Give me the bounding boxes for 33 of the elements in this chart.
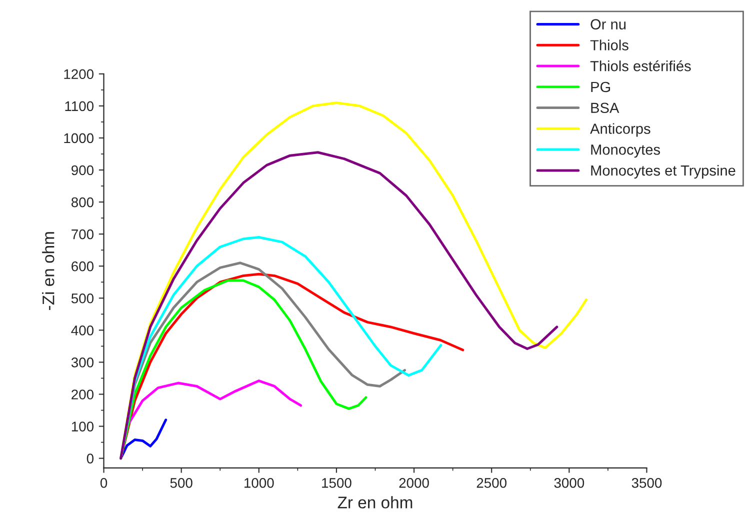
legend-label: Or nu [590, 19, 626, 30]
y-tick-label: 1000 [64, 133, 94, 144]
y-axis-title: -Zi en ohm [42, 232, 54, 310]
y-tick-label: 100 [72, 422, 94, 432]
y-tick-label: 400 [71, 326, 94, 336]
y-tick-label: 600 [72, 261, 94, 272]
legend-label: PG [591, 82, 610, 92]
y-tick-label: 300 [71, 358, 94, 368]
y-tick-label: 800 [71, 197, 94, 208]
x-tick-label: 2500 [476, 478, 506, 488]
y-tick-label: 200 [72, 390, 94, 400]
x-axis-title: Zr en ohm [338, 496, 412, 508]
legend-label: Monocytes [591, 144, 660, 158]
y-tick-label: 1100 [65, 101, 94, 112]
x-tick-label: 3500 [632, 478, 662, 488]
legend-label: Thiols [590, 40, 628, 50]
y-tick-label: 500 [71, 293, 94, 304]
x-tick-label: 500 [170, 478, 192, 488]
x-tick-label: 1500 [322, 478, 352, 488]
y-tick-label: 900 [72, 165, 94, 176]
line-series [120, 418, 168, 460]
x-tick-label: 0 [100, 478, 108, 488]
legend-label: Monocytes et Trypsine [591, 164, 736, 179]
legend-label: BSA [591, 102, 620, 114]
legend-label: Anticorps [590, 123, 650, 137]
x-tick-label: 1000 [244, 478, 274, 488]
legend-label: Thiols estérifiés [590, 60, 691, 72]
line-series [120, 151, 558, 460]
x-tick-label: 2000 [399, 478, 429, 488]
y-tick-label: 1200 [64, 69, 94, 80]
x-tick-label: 3000 [554, 478, 584, 488]
y-tick-label: 0 [86, 454, 94, 464]
y-tick-label: 700 [72, 229, 94, 240]
